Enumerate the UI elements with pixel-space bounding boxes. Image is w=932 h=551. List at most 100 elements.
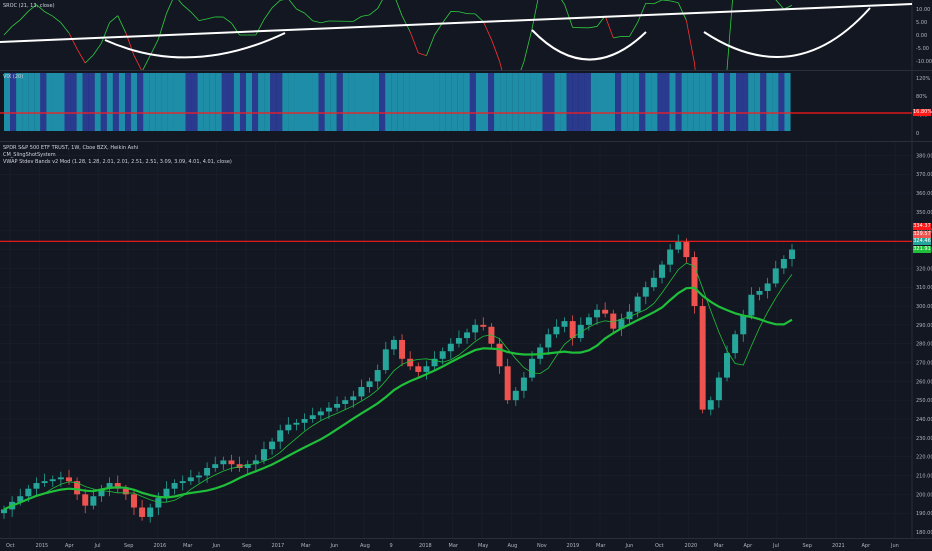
candle-body	[172, 483, 178, 489]
vix-heat-bar	[173, 73, 179, 131]
vix-heat-bar	[766, 73, 772, 131]
sroc-line-segment	[613, 36, 621, 37]
vix-heat-bar	[228, 73, 234, 131]
symbol-label[interactable]: SPDR S&P 500 ETF TRUST, 1W, Cboe BZX, He…	[3, 145, 232, 152]
price-axis-label: 380.00	[916, 153, 932, 159]
sroc-line-segment	[605, 16, 613, 38]
vix-heat-bar	[597, 73, 603, 131]
vix-heat-bar	[28, 73, 34, 131]
sroc-line-segment	[321, 21, 329, 23]
vix-heat-bar	[186, 73, 192, 131]
vix-heat-bar	[645, 73, 651, 131]
candle-body	[570, 321, 576, 338]
current-price-tag: 329.57	[913, 231, 931, 238]
sroc-line-segment	[475, 14, 483, 22]
candle-body	[415, 366, 421, 372]
vix-heat-bar	[167, 73, 173, 131]
time-axis-label: Aug	[360, 543, 370, 549]
vix-heat-bar	[16, 73, 22, 131]
sroc-line-segment	[142, 55, 150, 70]
sroc-line-segment	[524, 29, 532, 62]
sroc-line-segment	[662, 0, 670, 1]
vix-heat-bar	[397, 73, 403, 131]
slingshot-label[interactable]: CM_SlingShotSystem	[3, 152, 232, 159]
time-axis-label: 2016	[154, 543, 167, 549]
time-axis-label: Apr	[744, 543, 754, 549]
vix-heat-bar	[282, 73, 288, 131]
sroc-line-segment	[12, 20, 20, 27]
vix-pane[interactable]: 120%80%40%0 VIX (20) 16.80%	[0, 71, 932, 141]
candle-body	[58, 477, 64, 479]
vix-heat-bar	[421, 73, 427, 131]
time-axis-label: Jun	[212, 543, 221, 549]
candle-body	[724, 353, 730, 377]
candle-body	[139, 508, 145, 517]
vix-heat-bar	[663, 73, 669, 131]
vix-heat-bar	[603, 73, 609, 131]
candle-body	[732, 334, 738, 353]
sroc-line-segment	[394, 0, 402, 16]
sroc-line-segment	[166, 0, 174, 13]
vix-heat-bar	[343, 73, 349, 131]
time-axis-label: Jun	[890, 543, 899, 549]
candle-body	[123, 489, 129, 495]
vix-heat-bar	[784, 73, 790, 131]
vix-axis-label: 80%	[916, 94, 927, 100]
vix-heat-bar	[46, 73, 52, 131]
vix-heat-bar	[670, 73, 676, 131]
candle-body	[33, 483, 39, 489]
price-axis-label: 290.00	[916, 323, 932, 329]
candle-body	[521, 378, 527, 391]
time-axis-label: Apr	[862, 543, 872, 549]
candle-body	[651, 278, 657, 287]
price-axis-label: 180.00	[916, 530, 932, 536]
candle-body	[318, 411, 324, 415]
sroc-legend: SROC (21, 13, close)	[3, 3, 55, 10]
candle-body	[228, 460, 234, 464]
candle-body	[448, 344, 454, 352]
sroc-line-segment	[207, 17, 215, 19]
vix-heat-bar	[585, 73, 591, 131]
vix-heat-bar	[778, 73, 784, 131]
vix-heat-bar	[494, 73, 500, 131]
time-axis-label: 2019	[567, 543, 580, 549]
sroc-line-segment	[565, 4, 573, 27]
sroc-line-segment	[150, 39, 158, 55]
candle-body	[407, 359, 413, 367]
vix-heat-bar	[657, 73, 663, 131]
vix-heat-bar	[434, 73, 440, 131]
time-axis-label: Nov	[537, 543, 547, 549]
candle-body	[700, 306, 706, 410]
price-axis-label: 230.00	[916, 436, 932, 442]
vix-value-tag: 16.80%	[913, 109, 931, 116]
candle-body	[155, 498, 161, 507]
price-axis-label: 250.00	[916, 398, 932, 404]
vix-heat-bar	[222, 73, 228, 131]
candle-body	[131, 494, 137, 507]
vix-heat-bar	[488, 73, 494, 131]
sroc-line-segment	[288, 0, 296, 9]
sroc-line-segment	[443, 11, 451, 22]
vwap-label[interactable]: VWAP Stdev Bands v2 Mod (1.28, 1.28, 2.0…	[3, 159, 232, 166]
sroc-line-segment	[45, 12, 53, 17]
vix-axis-label: 120%	[916, 76, 931, 82]
sroc-line-segment	[483, 22, 491, 40]
vix-heat-bar	[542, 73, 548, 131]
vix-heat-bar	[470, 73, 476, 131]
vix-heat-bar	[22, 73, 28, 131]
vix-heat-bar	[89, 73, 95, 131]
vix-heat-bar	[288, 73, 294, 131]
candle-body	[594, 310, 600, 318]
vix-heat-bar	[216, 73, 222, 131]
candle-body	[740, 315, 746, 334]
time-axis-label: Aug	[508, 543, 518, 549]
main-price-pane[interactable]: 380.00370.00360.00350.00340.00330.00320.…	[0, 142, 932, 538]
vix-heat-bar	[688, 73, 694, 131]
vix-legend: VIX (20)	[3, 74, 23, 81]
vix-heat-bar	[555, 73, 561, 131]
candle-body	[1, 509, 7, 513]
time-axis-label: 9	[390, 543, 393, 549]
vix-heat-bar	[452, 73, 458, 131]
